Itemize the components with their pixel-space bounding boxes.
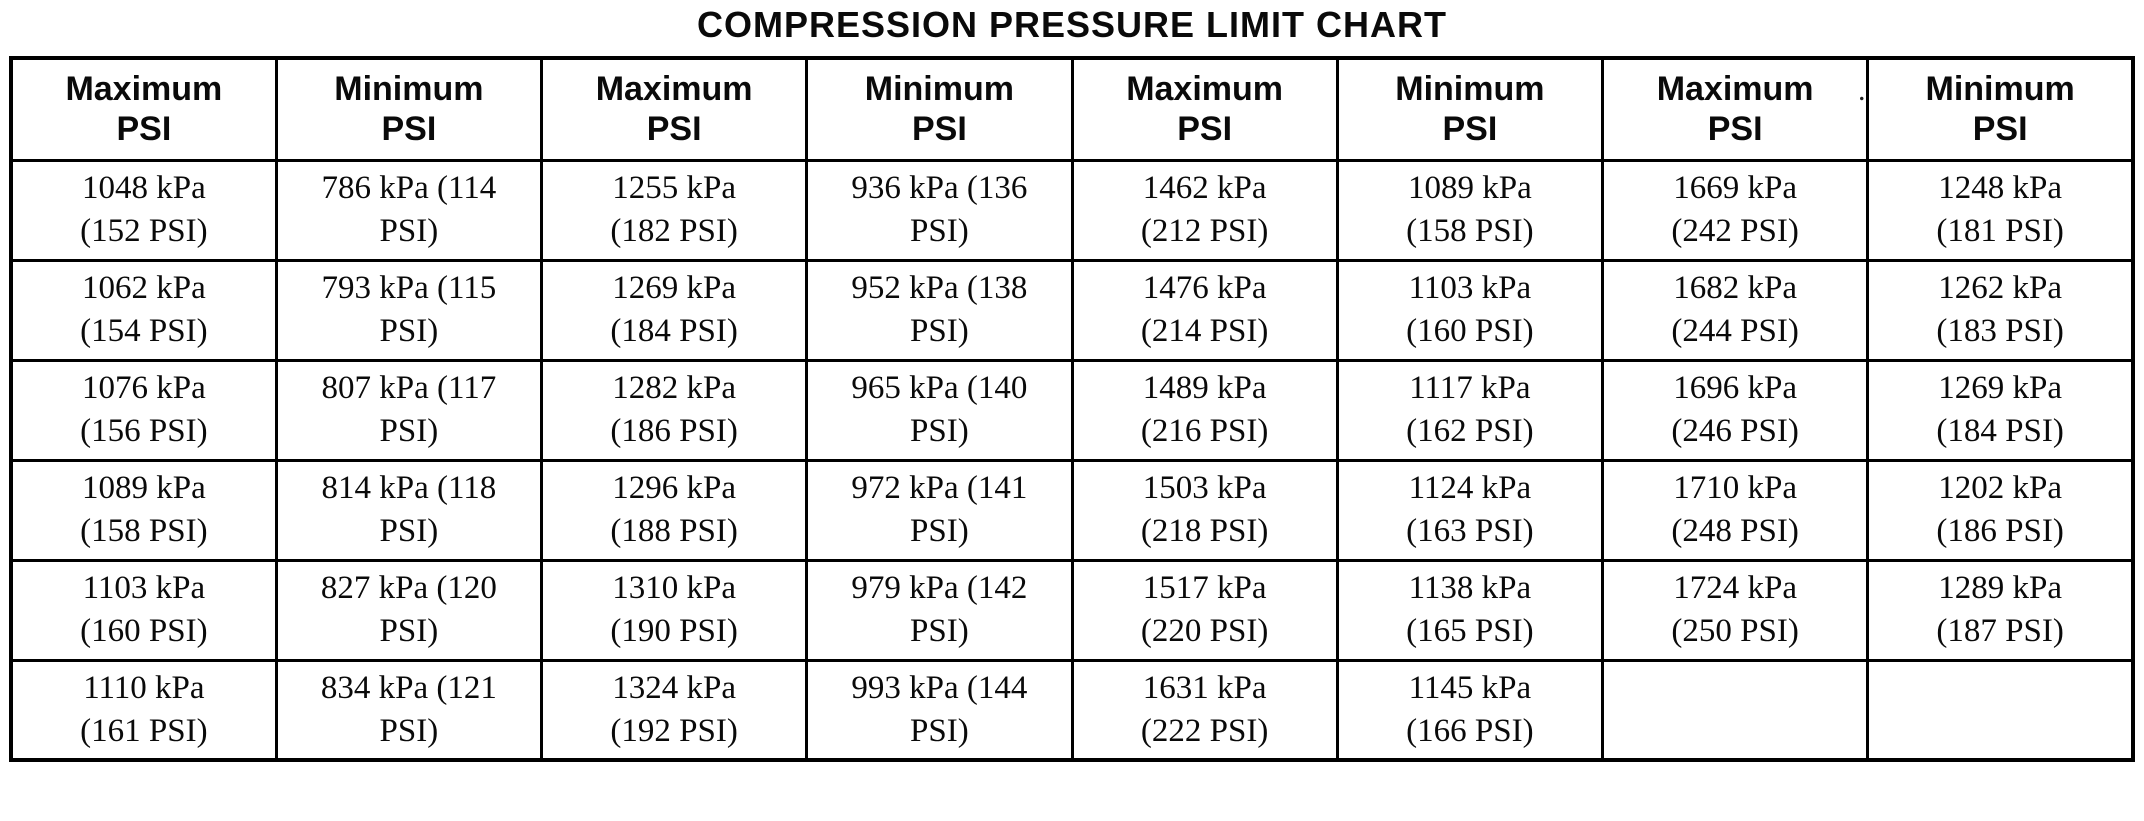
table-cell: 1669 kPa (242 PSI) <box>1600 158 1870 262</box>
table-cell: 1324 kPa (192 PSI) <box>539 658 809 762</box>
table-row: 1103 kPa (160 PSI) 827 kPa (120 PSI) 131… <box>9 558 2135 662</box>
table-body: 1048 kPa (152 PSI) 786 kPa (114 PSI) 125… <box>9 158 2135 762</box>
table-cell: 936 kPa (136 PSI) <box>805 158 1074 262</box>
table-cell: 1682 kPa (244 PSI) <box>1600 258 1870 362</box>
column-header-minimum-psi-1: Minimum PSI <box>274 56 544 162</box>
table-cell: 1476 kPa (214 PSI) <box>1070 258 1339 362</box>
table-cell: 1124 kPa (163 PSI) <box>1335 458 1605 562</box>
column-header-minimum-psi-2: Minimum PSI <box>805 56 1074 162</box>
table-cell: 1696 kPa (246 PSI) <box>1600 358 1870 462</box>
table-cell: 1269 kPa (184 PSI) <box>1866 358 2135 462</box>
table-cell: 1089 kPa (158 PSI) <box>9 458 278 562</box>
table-header: Maximum PSI Minimum PSI Maximum PSI Mini… <box>9 56 2135 162</box>
table-cell: 1089 kPa (158 PSI) <box>1335 158 1605 262</box>
table-cell: 979 kPa (142 PSI) <box>805 558 1074 662</box>
column-header-minimum-psi-4: Minimum PSI <box>1866 56 2135 162</box>
table-cell: 1269 kPa (184 PSI) <box>539 258 809 362</box>
table-cell: 972 kPa (141 PSI) <box>805 458 1074 562</box>
table-cell: 1462 kPa (212 PSI) <box>1070 158 1339 262</box>
table-cell: 807 kPa (117 PSI) <box>274 358 544 462</box>
table-cell: 1202 kPa (186 PSI) <box>1866 458 2135 562</box>
table-cell: 793 kPa (115 PSI) <box>274 258 544 362</box>
table-cell: 1138 kPa (165 PSI) <box>1335 558 1605 662</box>
table-cell: 952 kPa (138 PSI) <box>805 258 1074 362</box>
compression-pressure-limit-table: Maximum PSI Minimum PSI Maximum PSI Mini… <box>9 56 2135 762</box>
table-row: 1076 kPa (156 PSI) 807 kPa (117 PSI) 128… <box>9 358 2135 462</box>
table-cell: 1103 kPa (160 PSI) <box>1335 258 1605 362</box>
table-cell: 1631 kPa (222 PSI) <box>1070 658 1339 762</box>
column-header-maximum-psi-4: Maximum PSI <box>1600 56 1870 162</box>
table-cell: 1103 kPa (160 PSI) <box>9 558 278 662</box>
table-cell: 1048 kPa (152 PSI) <box>9 158 278 262</box>
table-cell: 1724 kPa (250 PSI) <box>1600 558 1870 662</box>
table-cell: 1062 kPa (154 PSI) <box>9 258 278 362</box>
table-cell: 1289 kPa (187 PSI) <box>1866 558 2135 662</box>
column-header-maximum-psi-1: Maximum PSI <box>9 56 278 162</box>
table-row: 1110 kPa (161 PSI) 834 kPa (121 PSI) 132… <box>9 658 2135 762</box>
scan-artifact-dot: . <box>1858 74 1866 107</box>
table-cell: 1296 kPa (188 PSI) <box>539 458 809 562</box>
table-cell: 1489 kPa (216 PSI) <box>1070 358 1339 462</box>
table-cell: 1076 kPa (156 PSI) <box>9 358 278 462</box>
page-title: COMPRESSION PRESSURE LIMIT CHART <box>696 4 1448 45</box>
table-cell: 1117 kPa (162 PSI) <box>1335 358 1605 462</box>
table-cell: 1262 kPa (183 PSI) <box>1866 258 2135 362</box>
table-cell: 1145 kPa (166 PSI) <box>1335 658 1605 762</box>
table-cell: 1710 kPa (248 PSI) <box>1600 458 1870 562</box>
table-cell-empty <box>1600 658 1870 762</box>
table-cell: 1255 kPa (182 PSI) <box>539 158 809 262</box>
column-header-minimum-psi-3: Minimum PSI <box>1335 56 1605 162</box>
table-cell: 1517 kPa (220 PSI) <box>1070 558 1339 662</box>
table-cell: 786 kPa (114 PSI) <box>274 158 544 262</box>
table-cell: 1310 kPa (190 PSI) <box>539 558 809 662</box>
table-cell: 1503 kPa (218 PSI) <box>1070 458 1339 562</box>
table-row: 1089 kPa (158 PSI) 814 kPa (118 PSI) 129… <box>9 458 2135 562</box>
table-row: 1048 kPa (152 PSI) 786 kPa (114 PSI) 125… <box>9 158 2135 262</box>
table-cell: 1110 kPa (161 PSI) <box>9 658 278 762</box>
table-cell: 965 kPa (140 PSI) <box>805 358 1074 462</box>
column-header-maximum-psi-3: Maximum PSI <box>1070 56 1339 162</box>
table-row: 1062 kPa (154 PSI) 793 kPa (115 PSI) 126… <box>9 258 2135 362</box>
table-cell-empty <box>1866 658 2135 762</box>
table-cell: 827 kPa (120 PSI) <box>274 558 544 662</box>
table-cell: 1248 kPa (181 PSI) <box>1866 158 2135 262</box>
table-cell: 834 kPa (121 PSI) <box>274 658 544 762</box>
column-header-maximum-psi-2: Maximum PSI <box>539 56 809 162</box>
table-cell: 993 kPa (144 PSI) <box>805 658 1074 762</box>
table-cell: 814 kPa (118 PSI) <box>274 458 544 562</box>
header-row: Maximum PSI Minimum PSI Maximum PSI Mini… <box>9 56 2135 162</box>
table-cell: 1282 kPa (186 PSI) <box>539 358 809 462</box>
